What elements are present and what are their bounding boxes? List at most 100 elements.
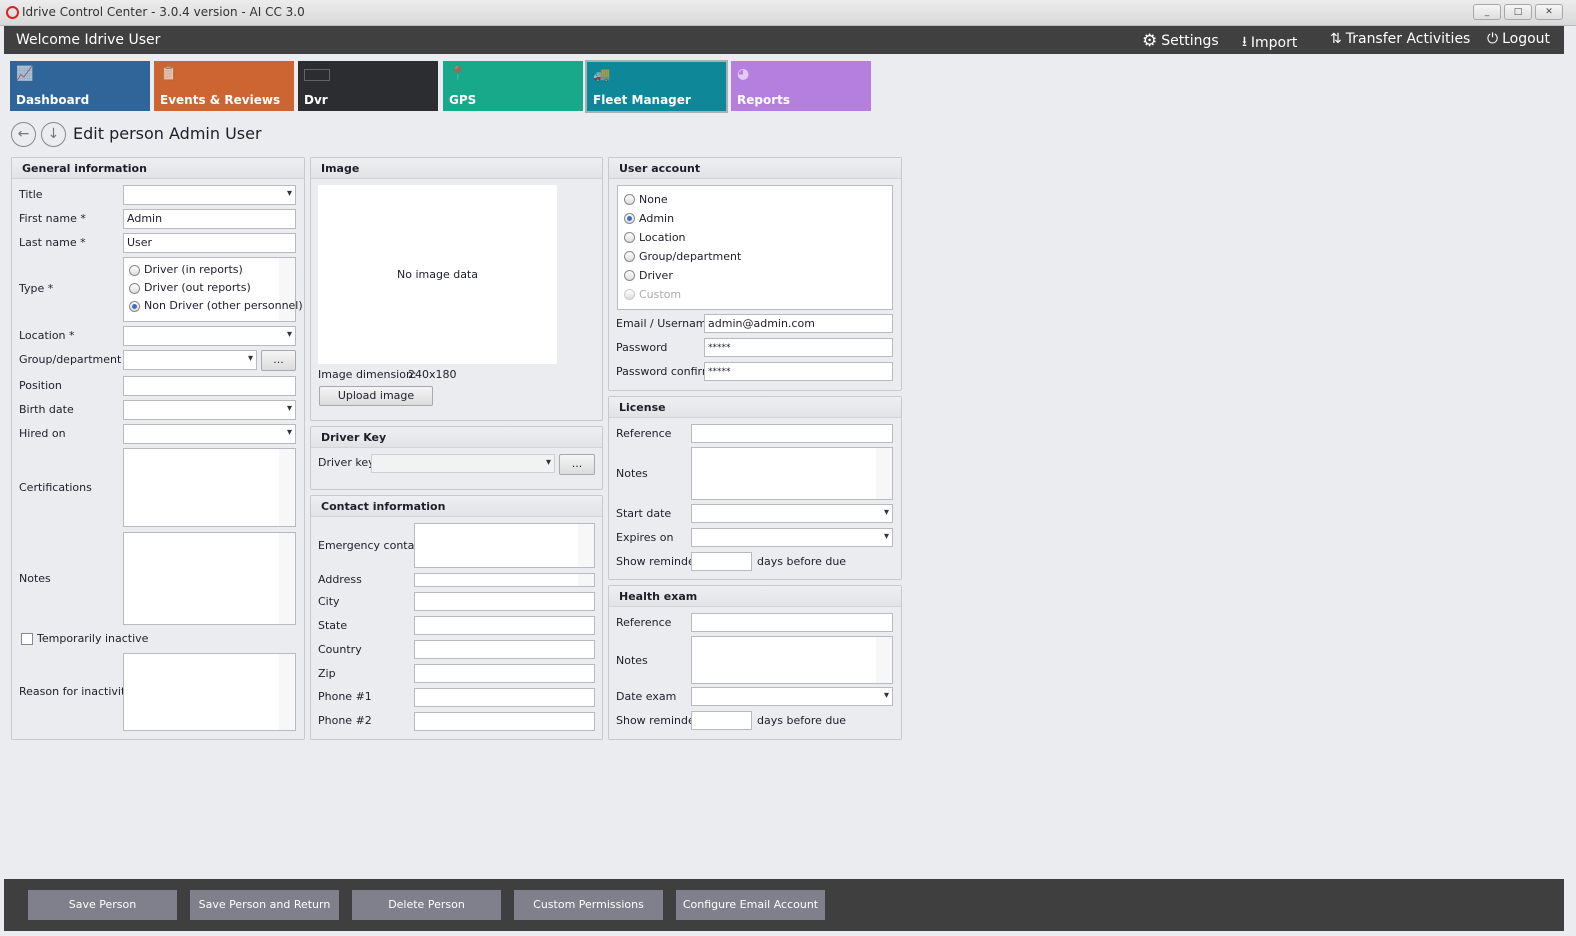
transfer-activities-button[interactable]: ⇅ Transfer Activities [1330, 31, 1470, 47]
app-logo-icon [6, 6, 19, 19]
password-confirm-input[interactable]: ***** [704, 362, 893, 381]
save-person-return-button[interactable]: Save Person and Return [190, 890, 339, 920]
power-icon: ⏻ [1487, 31, 1499, 47]
maximize-button[interactable]: □ [1504, 4, 1532, 20]
location-dropdown[interactable] [123, 326, 296, 346]
image-dimension-value: 240x180 [408, 368, 457, 381]
configure-email-button[interactable]: Configure Email Account [676, 890, 825, 920]
panel-header: Driver Key [311, 427, 602, 448]
down-arrow-icon[interactable]: ↓ [41, 122, 66, 147]
expires-on-label: Expires on [616, 531, 674, 544]
start-date-picker[interactable] [691, 504, 893, 523]
upload-image-button[interactable]: Upload image [319, 386, 433, 406]
group-label: Group/department [19, 353, 122, 366]
transfer-label: Transfer Activities [1345, 31, 1471, 47]
trucks-icon: 🚚 [593, 67, 611, 83]
tile-label: Fleet Manager [593, 93, 691, 107]
custom-permissions-button[interactable]: Custom Permissions [514, 890, 663, 920]
birth-date-picker[interactable] [123, 400, 296, 420]
health-days-label: days before due [757, 714, 847, 727]
city-label: City [318, 595, 340, 608]
driver-key-label: Driver key [318, 456, 375, 469]
title-dropdown[interactable] [123, 185, 296, 205]
temporarily-inactive-label: Temporarily inactive [37, 632, 149, 645]
back-arrow-icon[interactable]: ← [11, 122, 36, 147]
map-pin-icon: 📍 [449, 66, 467, 82]
last-name-input[interactable]: User [123, 233, 296, 253]
account-none-radio[interactable] [624, 194, 635, 205]
certifications-textarea[interactable] [123, 448, 296, 527]
tile-reports[interactable]: ◕ Reports [731, 61, 871, 111]
tile-dashboard[interactable]: 📈 Dashboard [10, 61, 150, 111]
clipboard-icon: 📋 [160, 66, 178, 82]
delete-person-button[interactable]: Delete Person [352, 890, 501, 920]
import-button[interactable]: ⭳ Import [1242, 31, 1297, 55]
notes-textarea[interactable] [123, 532, 296, 625]
health-notes-textarea[interactable] [691, 636, 893, 684]
tile-label: Reports [737, 93, 791, 107]
phone1-input[interactable] [414, 688, 595, 707]
password-label: Password [616, 341, 668, 354]
account-driver-radio[interactable] [624, 270, 635, 281]
account-option-label: Group/department [639, 250, 742, 263]
tile-gps[interactable]: 📍 GPS [443, 61, 583, 111]
reason-textarea[interactable] [123, 653, 296, 731]
minimize-button[interactable]: _ [1473, 4, 1501, 20]
health-reference-input[interactable] [691, 613, 893, 632]
health-reminder-input[interactable] [691, 711, 752, 730]
password-input[interactable]: ***** [704, 338, 893, 357]
first-name-label: First name * [19, 212, 86, 225]
tile-label: Dvr [304, 93, 328, 107]
tile-events-reviews[interactable]: 📋 Events & Reviews [154, 61, 294, 111]
address-input[interactable] [414, 573, 595, 587]
hired-on-picker[interactable] [123, 424, 296, 444]
first-name-input[interactable]: Admin [123, 209, 296, 229]
health-reference-label: Reference [616, 616, 672, 629]
logout-button[interactable]: ⏻ Logout [1487, 31, 1550, 47]
gears-icon: ⚙ [1142, 31, 1158, 51]
panel-header: General information [12, 158, 304, 179]
zip-input[interactable] [414, 664, 595, 683]
type-driver-out-radio[interactable] [129, 283, 140, 294]
close-button[interactable]: ✕ [1535, 4, 1563, 20]
type-option-label: Driver (out reports) [144, 281, 251, 294]
license-notes-label: Notes [616, 467, 648, 480]
tile-label: Events & Reviews [160, 93, 281, 107]
country-label: Country [318, 643, 362, 656]
page-title: Edit person Admin User [73, 124, 262, 143]
phone1-label: Phone #1 [318, 690, 372, 703]
panel-header: Contact information [311, 496, 602, 517]
group-dropdown[interactable] [123, 350, 257, 370]
emergency-contact-textarea[interactable] [414, 523, 595, 568]
state-input[interactable] [414, 616, 595, 635]
image-dimension-label: Image dimension: [318, 368, 417, 381]
tile-dvr[interactable]: Dvr [298, 61, 438, 111]
reason-label: Reason for inactivity [19, 685, 132, 698]
temporarily-inactive-checkbox[interactable] [21, 633, 33, 645]
dvr-icon [304, 69, 330, 81]
settings-button[interactable]: ⚙ Settings [1142, 31, 1219, 51]
phone2-input[interactable] [414, 712, 595, 731]
no-image-text: No image data [397, 268, 478, 281]
type-non-driver-radio[interactable] [129, 301, 140, 312]
expires-on-picker[interactable] [691, 528, 893, 547]
driver-key-dropdown[interactable] [371, 454, 555, 473]
panel-header: User account [609, 158, 901, 179]
tile-fleet-manager[interactable]: 🚚 Fleet Manager [585, 60, 728, 113]
type-driver-in-radio[interactable] [129, 265, 140, 276]
account-option-label: Custom [639, 288, 682, 301]
email-input[interactable]: admin@admin.com [704, 314, 893, 333]
license-reminder-input[interactable] [691, 552, 752, 571]
license-reference-input[interactable] [691, 424, 893, 443]
city-input[interactable] [414, 592, 595, 611]
save-person-button[interactable]: Save Person [28, 890, 177, 920]
country-input[interactable] [414, 640, 595, 659]
driver-key-browse-button[interactable]: ... [559, 454, 595, 475]
position-input[interactable] [123, 376, 296, 396]
license-notes-textarea[interactable] [691, 447, 893, 500]
account-admin-radio[interactable] [624, 213, 635, 224]
date-exam-picker[interactable] [691, 687, 893, 706]
group-browse-button[interactable]: ... [261, 350, 296, 371]
account-location-radio[interactable] [624, 232, 635, 243]
account-group-radio[interactable] [624, 251, 635, 262]
